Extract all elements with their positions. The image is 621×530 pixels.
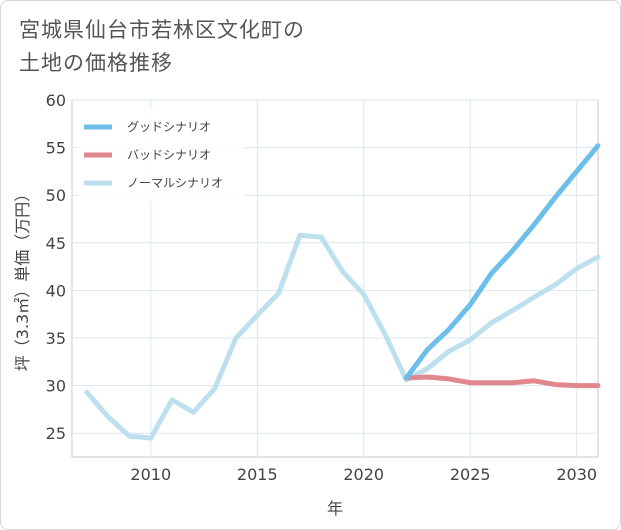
chart-title-line-1: 宮城県仙台市若林区文化町の xyxy=(19,18,305,42)
series-lines xyxy=(84,143,601,441)
y-tick-labels: 25 30 35 40 45 50 55 60 xyxy=(46,91,66,443)
x-tick-label: 2015 xyxy=(237,465,278,484)
y-tick-label: 35 xyxy=(46,329,66,348)
legend-label: バッドシナリオ xyxy=(127,148,211,162)
y-tick-label: 25 xyxy=(46,424,66,443)
x-tick-label: 2020 xyxy=(343,465,384,484)
series-line-2 xyxy=(84,232,601,441)
y-tick-label: 55 xyxy=(46,139,66,158)
y-tick-label: 45 xyxy=(46,234,66,253)
legend-label: グッドシナリオ xyxy=(127,120,211,134)
y-tick-label: 30 xyxy=(46,377,66,396)
series-line-0 xyxy=(403,143,601,381)
x-tick-label: 2030 xyxy=(556,465,597,484)
series-line-1 xyxy=(403,374,601,389)
x-tick-label: 2025 xyxy=(450,465,491,484)
chart-title: 宮城県仙台市若林区文化町の 土地の価格推移 xyxy=(19,14,305,80)
x-tick-label: 2010 xyxy=(130,465,171,484)
y-axis-title: 坪（3.3㎡）単価（万円） xyxy=(13,186,32,371)
chart-title-line-2: 土地の価格推移 xyxy=(19,51,173,75)
y-tick-label: 40 xyxy=(46,281,66,300)
x-axis-title: 年 xyxy=(327,499,343,518)
x-tick-labels: 2010 2015 2020 2025 2030 xyxy=(130,465,597,484)
y-tick-label: 60 xyxy=(46,91,66,110)
legend-label: ノーマルシナリオ xyxy=(127,176,223,190)
y-tick-label: 50 xyxy=(46,186,66,205)
